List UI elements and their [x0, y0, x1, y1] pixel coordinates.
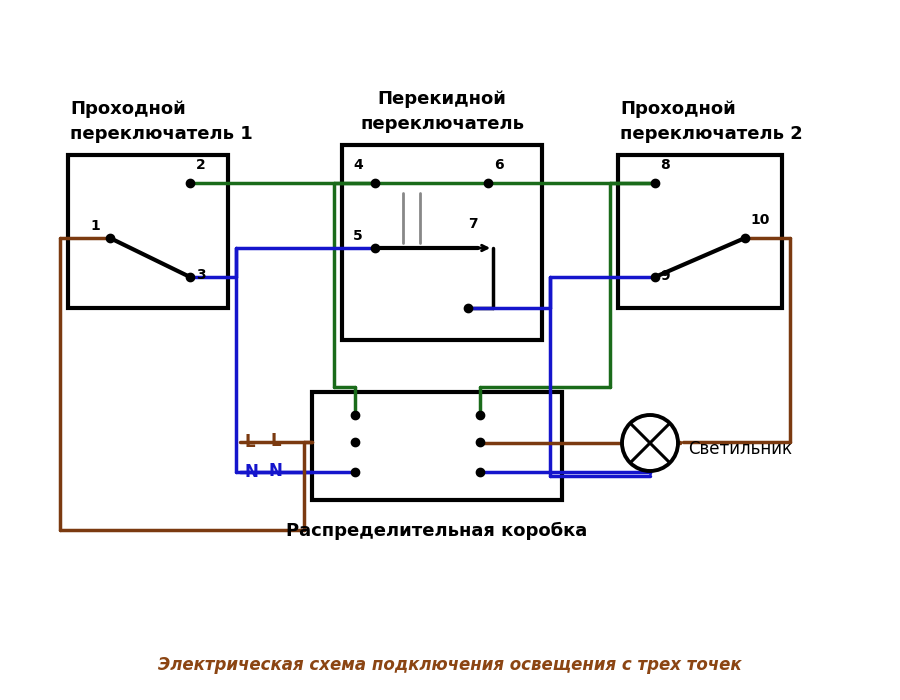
Text: 8: 8	[660, 158, 670, 172]
Bar	[312, 392, 562, 500]
Bar	[68, 155, 228, 308]
Text: 4: 4	[353, 158, 363, 172]
Text: 7: 7	[468, 217, 478, 231]
Text: Распределительная коробка: Распределительная коробка	[286, 522, 588, 540]
Text: 5: 5	[353, 229, 363, 243]
Text: Проходной: Проходной	[620, 100, 736, 118]
Text: Светильник: Светильник	[688, 440, 792, 458]
Text: переключатель: переключатель	[360, 115, 524, 133]
Bar	[342, 145, 542, 340]
Text: L: L	[270, 432, 281, 450]
Text: 2: 2	[196, 158, 206, 172]
Text: N: N	[245, 463, 259, 481]
Text: Проходной: Проходной	[70, 100, 185, 118]
Text: L: L	[245, 433, 256, 451]
Text: 6: 6	[494, 158, 504, 172]
Text: Перекидной: Перекидной	[378, 90, 507, 108]
Text: 1: 1	[90, 219, 100, 233]
Text: 10: 10	[750, 213, 770, 227]
Text: Электрическая схема подключения освещения с трех точек: Электрическая схема подключения освещени…	[158, 656, 742, 674]
Text: переключатель 2: переключатель 2	[620, 125, 803, 143]
Text: N: N	[268, 462, 282, 480]
Text: 3: 3	[196, 268, 205, 282]
Text: 9: 9	[660, 269, 670, 283]
Text: переключатель 1: переключатель 1	[70, 125, 253, 143]
Bar	[618, 155, 782, 308]
